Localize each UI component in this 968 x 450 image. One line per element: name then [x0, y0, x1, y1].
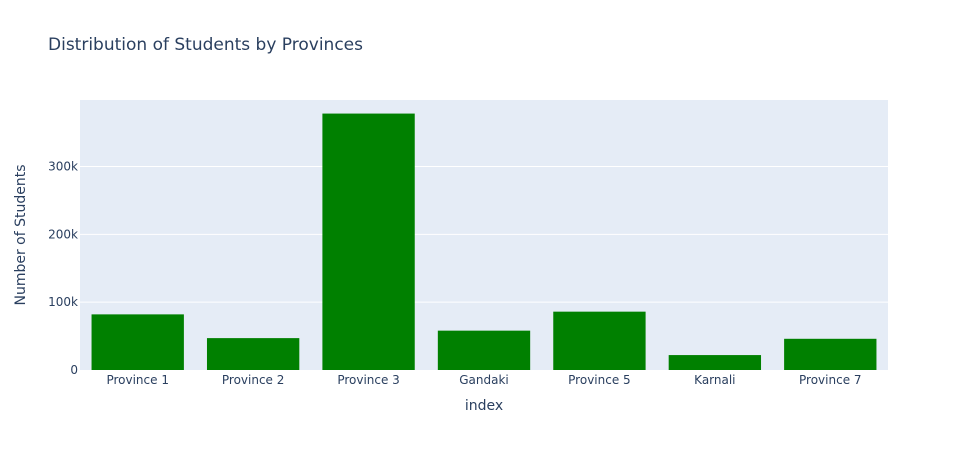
- bars: [91, 113, 877, 370]
- y-axis-ticks: 0 100k 200k 300k: [48, 159, 78, 377]
- bar: [553, 311, 646, 370]
- bar: [668, 355, 762, 370]
- bar: [322, 113, 415, 370]
- bar: [206, 338, 300, 370]
- bar: [437, 330, 531, 370]
- x-tick-label: Province 7: [799, 373, 862, 387]
- chart-title: Distribution of Students by Provinces: [48, 35, 363, 55]
- x-tick-label: Province 2: [222, 373, 285, 387]
- plot-area: [80, 100, 888, 370]
- y-tick-label: 0: [70, 363, 78, 377]
- y-tick-label: 100k: [48, 295, 78, 309]
- y-tick-label: 200k: [48, 227, 78, 241]
- x-axis-title: index: [465, 398, 503, 414]
- x-tick-label: Province 5: [568, 373, 631, 387]
- bar: [784, 338, 877, 370]
- y-tick-label: 300k: [48, 159, 78, 173]
- x-tick-label: Province 1: [106, 373, 169, 387]
- x-axis-ticks: Province 1 Province 2 Province 3 Gandaki Pro…: [106, 373, 861, 387]
- x-tick-label: Karnali: [694, 373, 735, 387]
- x-tick-label: Province 3: [337, 373, 400, 387]
- x-tick-label: Gandaki: [459, 373, 509, 387]
- y-axis-title: Number of Students: [13, 164, 29, 305]
- gridlines: [80, 165, 888, 303]
- bar: [91, 314, 184, 370]
